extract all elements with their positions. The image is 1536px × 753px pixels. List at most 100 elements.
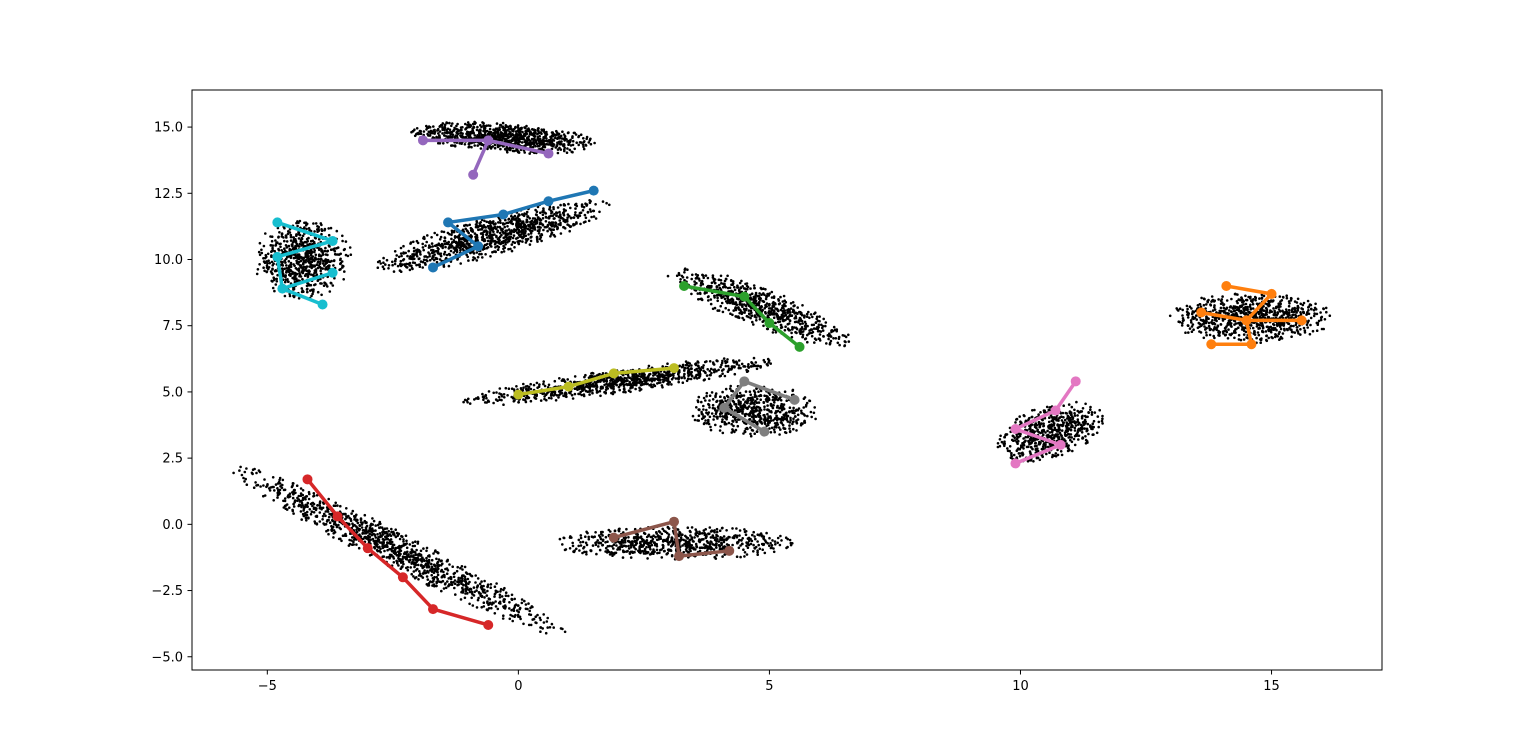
- scatter-point: [584, 389, 588, 393]
- scatter-point: [750, 314, 753, 318]
- scatter-point: [515, 220, 519, 223]
- scatter-point: [313, 230, 316, 233]
- scatter-point: [342, 248, 346, 252]
- scatter-point: [491, 134, 494, 137]
- scatter-point: [782, 315, 786, 318]
- scatter-point: [382, 261, 385, 265]
- scatter-point: [443, 131, 447, 134]
- scatter-point: [719, 294, 722, 297]
- scatter-point: [466, 224, 469, 227]
- scatter-point: [437, 247, 440, 251]
- scatter-point: [1306, 326, 1309, 329]
- scatter-point: [289, 233, 293, 237]
- scatter-point: [391, 263, 394, 267]
- scatter-point: [666, 370, 670, 374]
- scatter-point: [1253, 329, 1256, 333]
- scatter-point: [433, 231, 437, 235]
- scatter-point: [550, 229, 553, 232]
- scatter-point: [686, 268, 689, 272]
- scatter-point: [794, 326, 798, 330]
- scatter-point: [502, 223, 505, 226]
- scatter-point: [376, 266, 380, 270]
- scatter-point: [405, 266, 409, 269]
- scatter-point: [450, 124, 453, 128]
- scatter-point: [449, 249, 453, 253]
- scatter-point: [418, 250, 422, 253]
- scatter-point: [706, 276, 710, 280]
- scatter-point: [789, 302, 793, 305]
- scatter-point: [1279, 323, 1282, 327]
- scatter-point: [534, 208, 537, 212]
- scatter-point: [737, 366, 741, 370]
- scatter-point: [1270, 310, 1273, 314]
- scatter-point: [382, 267, 386, 271]
- scatter-point: [529, 139, 532, 143]
- scatter-point: [438, 125, 442, 128]
- scatter-point: [805, 315, 809, 319]
- scatter-point: [539, 236, 543, 239]
- scatter-point: [824, 321, 828, 324]
- scatter-point: [524, 396, 528, 400]
- scatter-point: [542, 380, 545, 383]
- scatter-point: [777, 320, 780, 324]
- scatter-point: [471, 127, 474, 130]
- scatter-point: [531, 223, 534, 226]
- scatter-point: [450, 237, 453, 241]
- scatter-point: [498, 231, 502, 235]
- scatter-point: [553, 235, 557, 238]
- scatter-point: [524, 130, 527, 133]
- scatter-point: [585, 137, 588, 141]
- scatter-point: [426, 132, 429, 136]
- scatter-point: [416, 131, 420, 135]
- scatter-point: [1307, 309, 1310, 312]
- scatter-point: [504, 240, 507, 244]
- scatter-point: [733, 285, 736, 289]
- scatter-point: [444, 245, 447, 249]
- scatter-point: [493, 222, 497, 226]
- scatter-point: [677, 380, 680, 384]
- scatter-point: [443, 242, 447, 246]
- scatter-point: [782, 304, 785, 308]
- scatter-point: [577, 214, 580, 217]
- scatter-point: [543, 211, 546, 214]
- scatter-point: [467, 259, 470, 262]
- scatter-point: [569, 225, 573, 228]
- scatter-point: [717, 278, 721, 282]
- scatter-point: [1213, 299, 1216, 303]
- scatter-point: [529, 236, 532, 239]
- scatter-point: [518, 134, 521, 137]
- scatter-point: [815, 315, 819, 319]
- scatter-point: [1328, 314, 1332, 318]
- scatter-point: [724, 364, 728, 368]
- scatter-point: [822, 334, 825, 338]
- scatter-point: [443, 236, 447, 239]
- scatter-point: [588, 199, 591, 202]
- scatter-point: [306, 290, 309, 294]
- scatter-point: [1222, 303, 1225, 307]
- scatter-point: [484, 226, 488, 229]
- scatter-point: [758, 292, 761, 295]
- scatter-point: [443, 123, 447, 126]
- scatter-point: [500, 240, 504, 244]
- scatter-point: [274, 243, 278, 246]
- scatter-point: [301, 270, 304, 274]
- scatter-point: [415, 252, 418, 256]
- scatter-point: [1190, 325, 1194, 328]
- scatter-point: [1246, 307, 1249, 311]
- scatter-point: [270, 260, 274, 264]
- scatter-point: [541, 213, 545, 216]
- scatter-point: [532, 133, 536, 137]
- scatter-point: [438, 135, 441, 138]
- scatter-point: [574, 211, 577, 214]
- scatter-point: [320, 293, 323, 297]
- scatter-point: [551, 144, 554, 148]
- scatter-point: [790, 328, 794, 331]
- scatter-point: [402, 252, 406, 255]
- scatter-point: [510, 214, 513, 218]
- scatter-point: [502, 250, 506, 253]
- scatter-point: [396, 264, 400, 268]
- scatter-point: [511, 222, 515, 226]
- scatter-point: [753, 286, 756, 290]
- scatter-point: [570, 150, 573, 154]
- scatter-point: [513, 246, 516, 249]
